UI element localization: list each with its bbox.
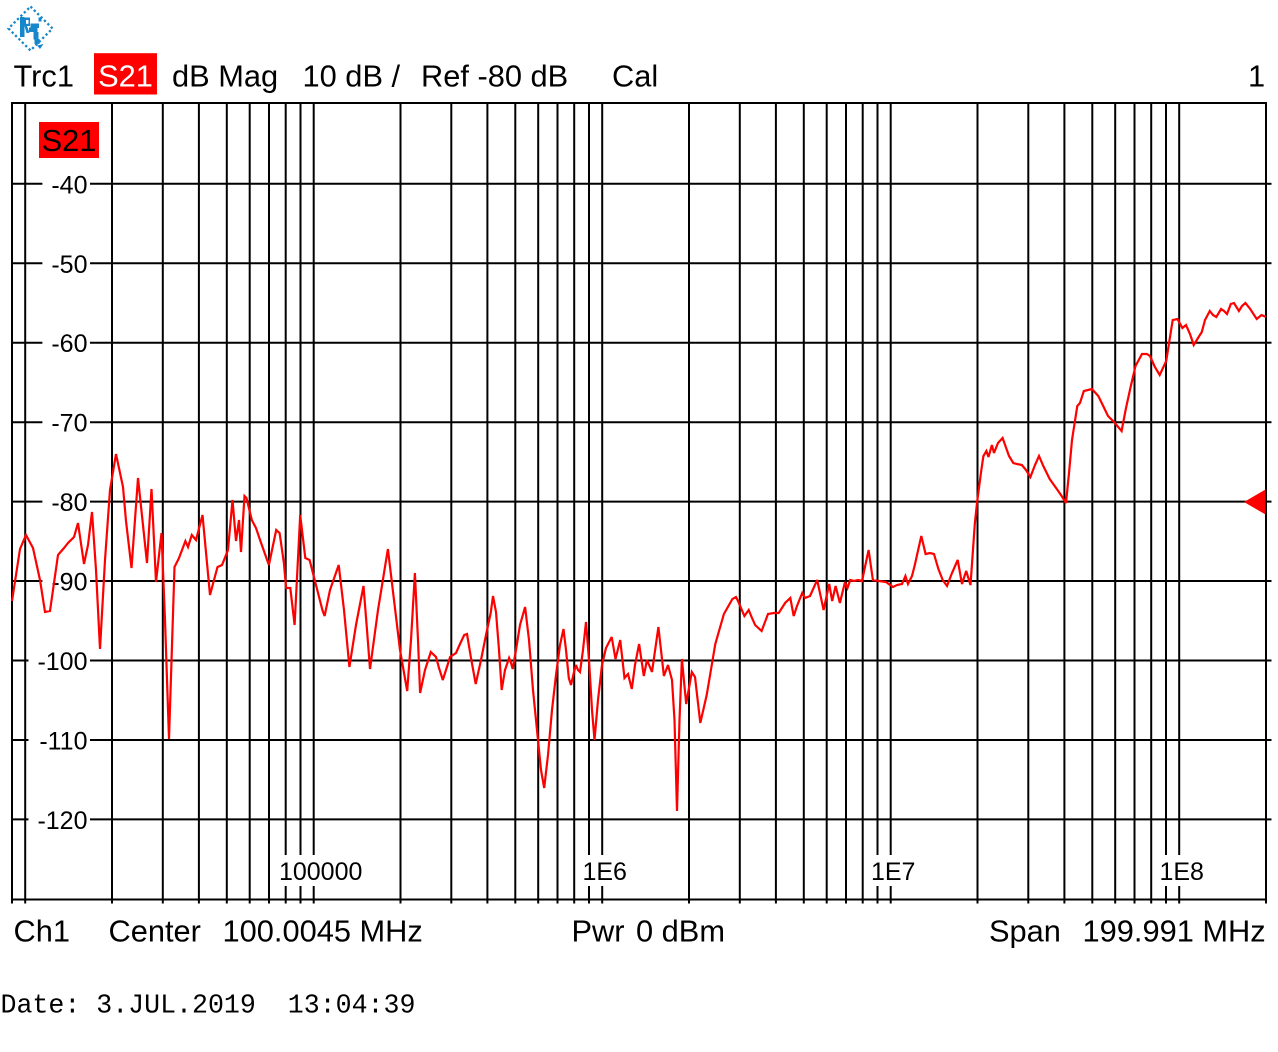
svg-text:10 dB /: 10 dB /: [303, 59, 401, 94]
svg-text:1E8: 1E8: [1159, 858, 1203, 886]
svg-text:Ref -80 dB: Ref -80 dB: [421, 59, 568, 94]
svg-text:0 dBm: 0 dBm: [636, 914, 725, 949]
svg-text:Span: Span: [989, 914, 1061, 949]
svg-text:Date: 3.JUL.2019 13:04:39: Date: 3.JUL.2019 13:04:39: [1, 991, 416, 1021]
svg-text:1E7: 1E7: [871, 858, 915, 886]
svg-text:S21: S21: [42, 123, 97, 158]
svg-text:100.0045 MHz: 100.0045 MHz: [223, 914, 423, 949]
svg-text:-120: -120: [37, 807, 87, 835]
svg-text:1E6: 1E6: [582, 858, 626, 886]
svg-text:-90: -90: [51, 569, 87, 597]
svg-text:-50: -50: [51, 251, 87, 279]
svg-text:-100: -100: [37, 648, 87, 676]
svg-text:Trc1: Trc1: [14, 59, 74, 94]
svg-text:-70: -70: [51, 410, 87, 438]
svg-text:199.991 MHz: 199.991 MHz: [1083, 914, 1266, 949]
svg-text:-110: -110: [39, 728, 87, 756]
svg-text:100000: 100000: [279, 858, 362, 886]
svg-text:Cal: Cal: [612, 59, 658, 94]
svg-text:-60: -60: [51, 330, 87, 358]
svg-text:Center: Center: [109, 914, 201, 949]
svg-text:1: 1: [1248, 59, 1265, 94]
svg-text:-40: -40: [51, 171, 87, 199]
svg-text:Ch1: Ch1: [14, 914, 71, 949]
svg-text:-80: -80: [51, 489, 87, 517]
svg-text:dB Mag: dB Mag: [172, 59, 278, 94]
svg-text:S21: S21: [98, 59, 153, 94]
svg-text:Pwr: Pwr: [572, 914, 625, 949]
